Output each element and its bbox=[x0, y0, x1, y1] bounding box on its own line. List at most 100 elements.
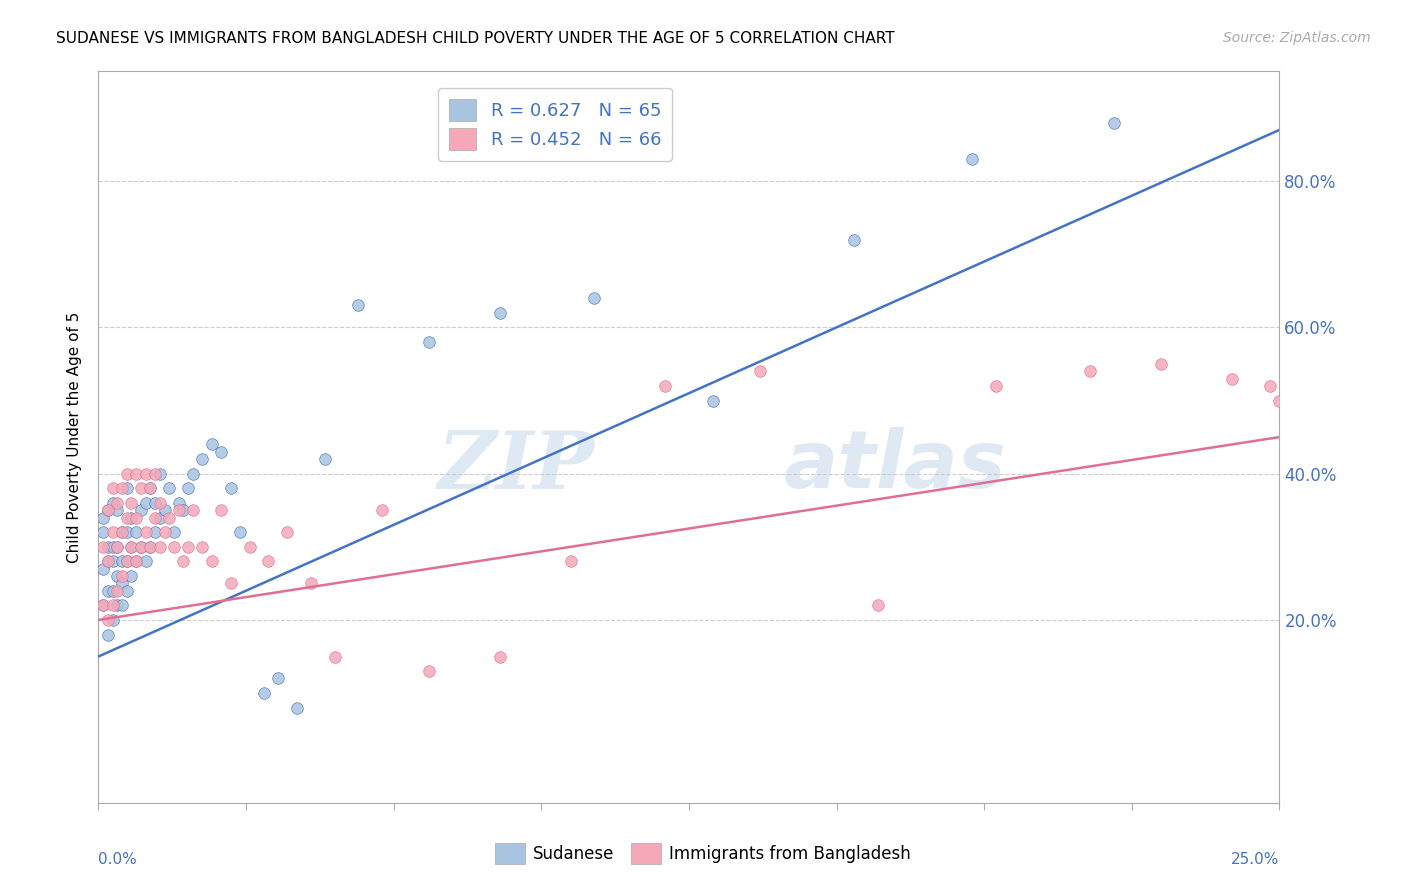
Point bbox=[560, 554, 582, 568]
Point bbox=[115, 583, 138, 598]
Point bbox=[167, 496, 190, 510]
Text: 0.0%: 0.0% bbox=[98, 852, 138, 867]
Point bbox=[489, 306, 512, 320]
Point bbox=[105, 599, 128, 613]
Point bbox=[97, 554, 120, 568]
Legend: R = 0.627   N = 65, R = 0.452   N = 66: R = 0.627 N = 65, R = 0.452 N = 66 bbox=[439, 87, 672, 161]
Point bbox=[111, 569, 134, 583]
Point bbox=[1278, 379, 1301, 393]
Point bbox=[115, 510, 138, 524]
Point bbox=[97, 627, 120, 641]
Point bbox=[191, 452, 214, 467]
Point bbox=[101, 481, 124, 495]
Point bbox=[229, 525, 252, 540]
Point bbox=[143, 467, 166, 481]
Point bbox=[125, 525, 148, 540]
Point bbox=[844, 233, 866, 247]
Point bbox=[121, 540, 143, 554]
Point bbox=[1306, 408, 1329, 422]
Point bbox=[97, 554, 120, 568]
Point bbox=[105, 503, 128, 517]
Point bbox=[177, 481, 200, 495]
Point bbox=[323, 649, 346, 664]
Point bbox=[101, 583, 124, 598]
Point bbox=[135, 554, 157, 568]
Point bbox=[97, 583, 120, 598]
Point bbox=[149, 467, 172, 481]
Point bbox=[276, 525, 298, 540]
Point bbox=[1316, 408, 1339, 422]
Point bbox=[285, 700, 308, 714]
Point bbox=[97, 540, 120, 554]
Point bbox=[125, 554, 148, 568]
Point bbox=[105, 540, 128, 554]
Point bbox=[139, 481, 162, 495]
Point bbox=[139, 540, 162, 554]
Point bbox=[143, 525, 166, 540]
Point bbox=[866, 599, 889, 613]
Point bbox=[371, 503, 394, 517]
Point bbox=[129, 481, 152, 495]
Point bbox=[1324, 423, 1347, 437]
Point bbox=[111, 599, 134, 613]
Point bbox=[115, 481, 138, 495]
Point bbox=[1102, 115, 1125, 129]
Point bbox=[181, 467, 204, 481]
Point bbox=[153, 525, 176, 540]
Point bbox=[209, 503, 232, 517]
Point bbox=[583, 291, 606, 305]
Point bbox=[101, 613, 124, 627]
Point bbox=[172, 554, 194, 568]
Point bbox=[167, 503, 190, 517]
Point bbox=[105, 540, 128, 554]
Point bbox=[121, 540, 143, 554]
Point bbox=[984, 379, 1007, 393]
Point bbox=[962, 152, 984, 166]
Text: SUDANESE VS IMMIGRANTS FROM BANGLADESH CHILD POVERTY UNDER THE AGE OF 5 CORRELAT: SUDANESE VS IMMIGRANTS FROM BANGLADESH C… bbox=[56, 31, 894, 46]
Point bbox=[1220, 371, 1243, 385]
Point bbox=[97, 503, 120, 517]
Text: atlas: atlas bbox=[783, 427, 1007, 506]
Point bbox=[101, 554, 124, 568]
Point bbox=[157, 481, 180, 495]
Point bbox=[129, 503, 152, 517]
Point bbox=[101, 599, 124, 613]
Point bbox=[1268, 393, 1291, 408]
Point bbox=[111, 525, 134, 540]
Point bbox=[153, 503, 176, 517]
Point bbox=[115, 554, 138, 568]
Point bbox=[101, 525, 124, 540]
Point bbox=[91, 510, 114, 524]
Point bbox=[91, 562, 114, 576]
Point bbox=[201, 437, 224, 451]
Point bbox=[115, 467, 138, 481]
Point bbox=[105, 569, 128, 583]
Point bbox=[163, 525, 186, 540]
Point bbox=[1292, 393, 1315, 408]
Point bbox=[111, 481, 134, 495]
Point bbox=[1150, 357, 1173, 371]
Y-axis label: Child Poverty Under the Age of 5: Child Poverty Under the Age of 5 bbox=[67, 311, 83, 563]
Point bbox=[299, 576, 322, 591]
Point bbox=[135, 496, 157, 510]
Point bbox=[143, 496, 166, 510]
Point bbox=[101, 496, 124, 510]
Point bbox=[489, 649, 512, 664]
Point bbox=[115, 554, 138, 568]
Point bbox=[748, 364, 770, 378]
Point bbox=[105, 496, 128, 510]
Point bbox=[219, 576, 242, 591]
Point bbox=[129, 540, 152, 554]
Point bbox=[1080, 364, 1102, 378]
Point bbox=[163, 540, 186, 554]
Point bbox=[267, 672, 290, 686]
Point bbox=[125, 467, 148, 481]
Point bbox=[115, 525, 138, 540]
Point bbox=[125, 554, 148, 568]
Point bbox=[201, 554, 224, 568]
Point bbox=[91, 525, 114, 540]
Point bbox=[143, 510, 166, 524]
Point bbox=[111, 525, 134, 540]
Point bbox=[654, 379, 676, 393]
Point bbox=[149, 540, 172, 554]
